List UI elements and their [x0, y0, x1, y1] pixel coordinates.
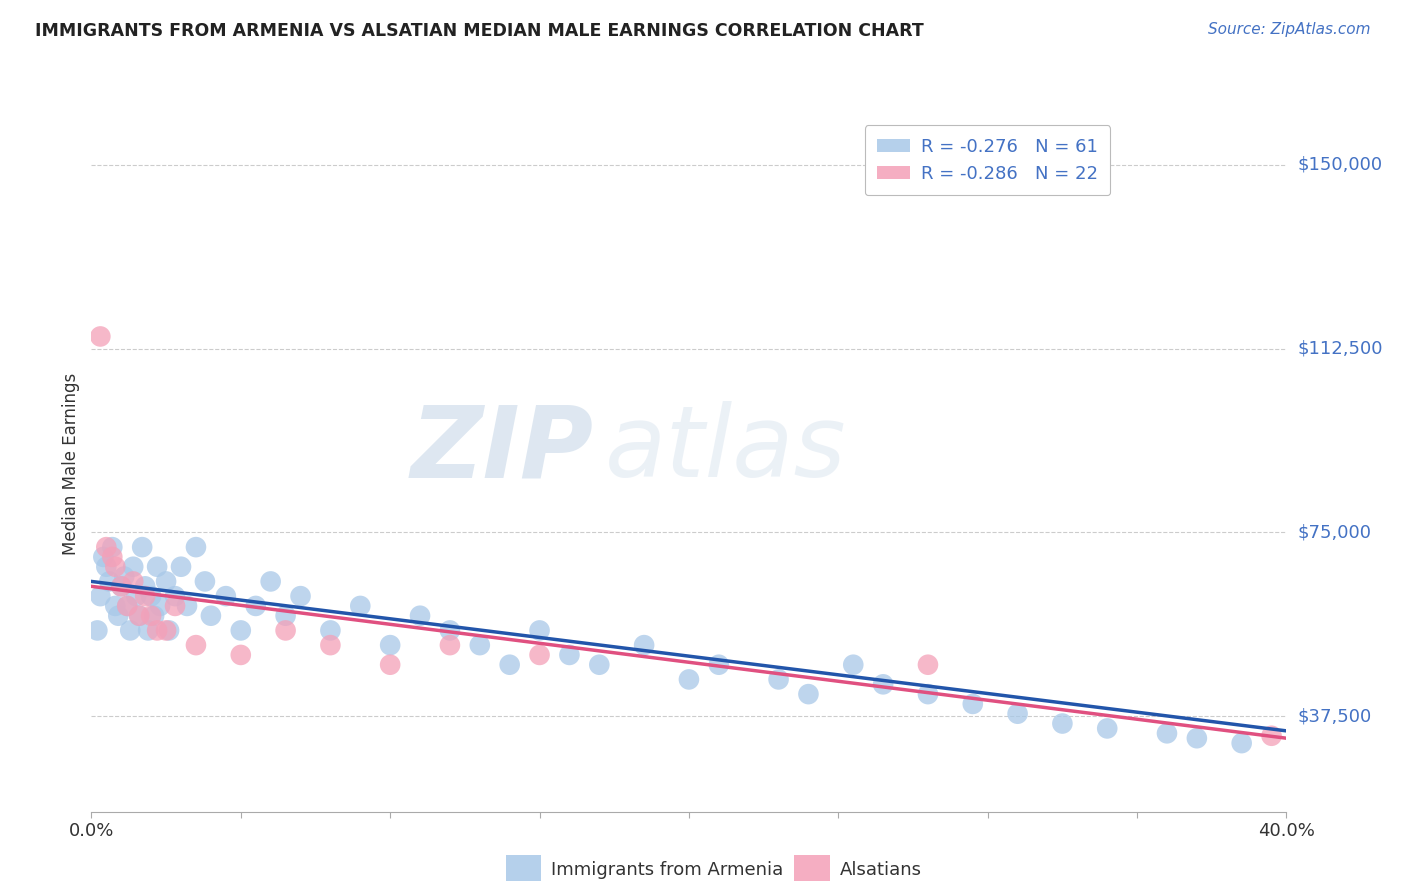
Point	[1052, 716, 1074, 731]
Point	[259, 574, 281, 589]
Point	[115, 599, 138, 613]
Point	[215, 589, 238, 603]
Text: $112,500: $112,500	[1298, 340, 1384, 358]
Point	[110, 579, 132, 593]
Point	[157, 624, 180, 638]
Point	[1097, 722, 1119, 736]
Point	[409, 608, 432, 623]
Point	[170, 559, 193, 574]
Point	[110, 579, 132, 593]
Point	[101, 540, 124, 554]
Point	[134, 589, 156, 603]
Text: Source: ZipAtlas.com: Source: ZipAtlas.com	[1208, 22, 1371, 37]
Point	[1007, 706, 1029, 721]
Point	[184, 638, 207, 652]
Point	[163, 589, 186, 603]
Point	[143, 608, 166, 623]
Point	[163, 599, 186, 613]
Point	[468, 638, 491, 652]
Point	[633, 638, 655, 652]
Point	[707, 657, 730, 672]
Point	[149, 599, 172, 613]
Point	[588, 657, 610, 672]
Point	[104, 599, 127, 613]
Point	[499, 657, 522, 672]
Point	[290, 589, 312, 603]
Point	[89, 589, 111, 603]
Point	[229, 624, 252, 638]
Point	[155, 624, 177, 638]
Point	[122, 559, 145, 574]
Point	[96, 540, 118, 554]
Legend: R = -0.276   N = 61, R = -0.286   N = 22: R = -0.276 N = 61, R = -0.286 N = 22	[865, 125, 1111, 195]
Point	[155, 574, 177, 589]
Point	[439, 624, 461, 638]
Point	[229, 648, 252, 662]
Text: ZIP: ZIP	[411, 401, 593, 499]
Point	[245, 599, 267, 613]
Point	[98, 574, 121, 589]
Text: atlas: atlas	[605, 401, 846, 499]
Point	[184, 540, 207, 554]
Point	[274, 608, 297, 623]
Point	[141, 608, 163, 623]
Text: Immigrants from Armenia: Immigrants from Armenia	[551, 861, 783, 879]
Y-axis label: Median Male Earnings: Median Male Earnings	[62, 373, 80, 555]
Point	[104, 559, 127, 574]
Point	[128, 608, 150, 623]
Point	[93, 549, 115, 564]
Point	[1156, 726, 1178, 740]
Point	[131, 540, 153, 554]
Point	[120, 624, 142, 638]
Point	[146, 624, 169, 638]
Point	[200, 608, 222, 623]
Point	[872, 677, 894, 691]
Point	[1185, 731, 1208, 746]
Point	[101, 549, 124, 564]
Point	[529, 648, 551, 662]
Point	[89, 329, 111, 343]
Point	[107, 608, 129, 623]
Point	[194, 574, 217, 589]
Point	[962, 697, 984, 711]
Point	[86, 624, 108, 638]
Point	[319, 624, 342, 638]
Point	[768, 673, 790, 687]
Point	[1260, 729, 1282, 743]
Point	[146, 559, 169, 574]
Text: $75,000: $75,000	[1298, 524, 1372, 541]
Point	[842, 657, 865, 672]
Point	[439, 638, 461, 652]
Point	[1230, 736, 1253, 750]
Point	[917, 657, 939, 672]
Point	[134, 579, 156, 593]
Text: $150,000: $150,000	[1298, 156, 1382, 174]
Point	[319, 638, 342, 652]
Point	[274, 624, 297, 638]
Point	[529, 624, 551, 638]
Point	[176, 599, 198, 613]
Point	[136, 624, 159, 638]
Point	[122, 574, 145, 589]
Point	[797, 687, 820, 701]
Point	[917, 687, 939, 701]
Point	[96, 559, 118, 574]
Point	[115, 599, 138, 613]
Point	[380, 638, 402, 652]
Point	[128, 608, 150, 623]
Point	[380, 657, 402, 672]
Point	[678, 673, 700, 687]
Point	[112, 569, 135, 583]
Text: Alsatians: Alsatians	[839, 861, 921, 879]
Point	[558, 648, 581, 662]
Text: IMMIGRANTS FROM ARMENIA VS ALSATIAN MEDIAN MALE EARNINGS CORRELATION CHART: IMMIGRANTS FROM ARMENIA VS ALSATIAN MEDI…	[35, 22, 924, 40]
Point	[349, 599, 371, 613]
Point	[141, 589, 163, 603]
Point	[125, 589, 148, 603]
Text: $37,500: $37,500	[1298, 707, 1372, 725]
